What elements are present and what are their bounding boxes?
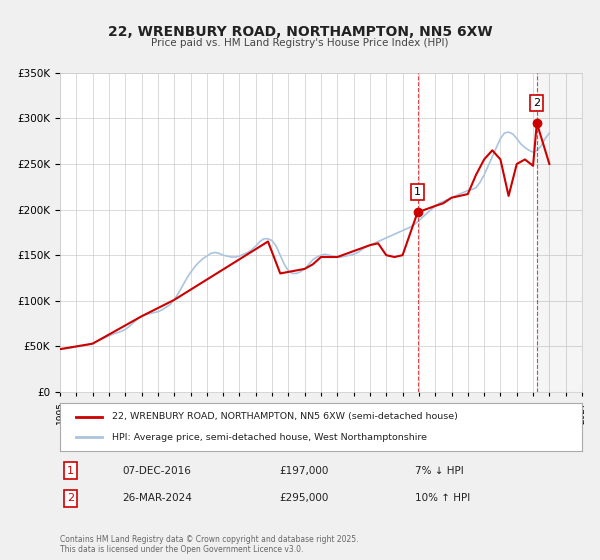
Text: 10% ↑ HPI: 10% ↑ HPI <box>415 493 470 503</box>
Text: Contains HM Land Registry data © Crown copyright and database right 2025.
This d: Contains HM Land Registry data © Crown c… <box>60 535 359 554</box>
Text: £197,000: £197,000 <box>279 465 329 475</box>
Text: 1: 1 <box>67 465 74 475</box>
Text: HPI: Average price, semi-detached house, West Northamptonshire: HPI: Average price, semi-detached house,… <box>112 433 427 442</box>
Text: Price paid vs. HM Land Registry's House Price Index (HPI): Price paid vs. HM Land Registry's House … <box>151 38 449 48</box>
Text: 07-DEC-2016: 07-DEC-2016 <box>122 465 191 475</box>
Text: £295,000: £295,000 <box>279 493 329 503</box>
Bar <box>537 73 582 392</box>
Text: 2: 2 <box>67 493 74 503</box>
Text: 26-MAR-2024: 26-MAR-2024 <box>122 493 193 503</box>
Text: 2: 2 <box>533 98 541 108</box>
Text: 22, WRENBURY ROAD, NORTHAMPTON, NN5 6XW (semi-detached house): 22, WRENBURY ROAD, NORTHAMPTON, NN5 6XW … <box>112 412 458 421</box>
Text: 1: 1 <box>414 187 421 197</box>
Text: 7% ↓ HPI: 7% ↓ HPI <box>415 465 464 475</box>
Text: 22, WRENBURY ROAD, NORTHAMPTON, NN5 6XW: 22, WRENBURY ROAD, NORTHAMPTON, NN5 6XW <box>107 25 493 39</box>
